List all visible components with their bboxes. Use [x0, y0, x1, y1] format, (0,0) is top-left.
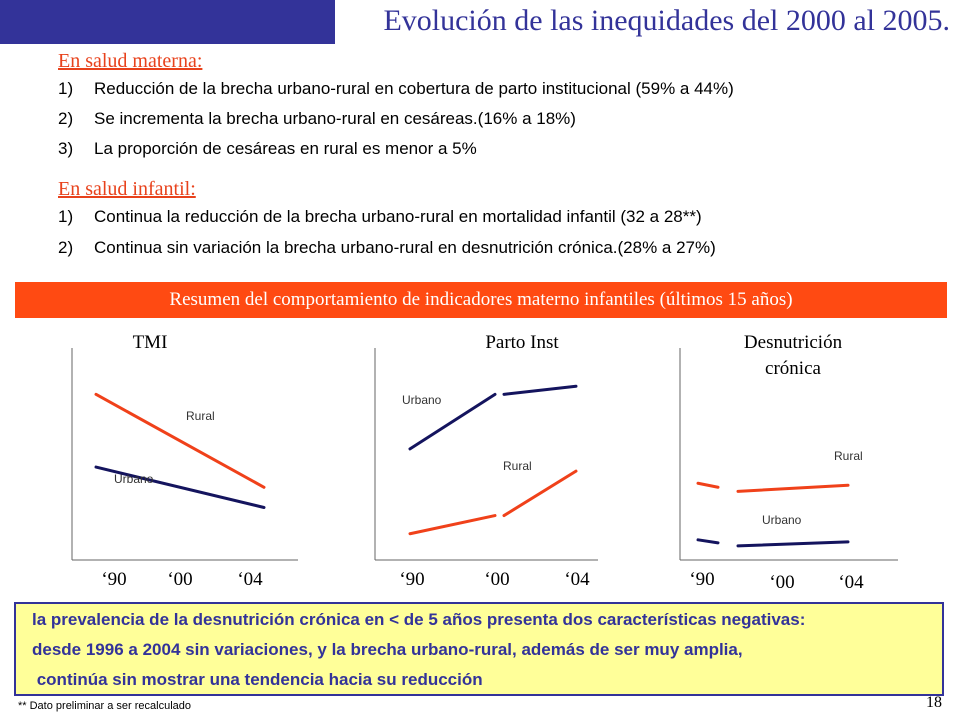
series-line-urbano	[502, 384, 578, 396]
note-line-2: desde 1996 a 2004 sin variaciones, y la …	[32, 640, 743, 659]
x-tick-label: ‘00	[484, 569, 509, 590]
series-label: Urbano	[114, 472, 154, 486]
x-tick-label: ‘04	[564, 569, 590, 590]
series-line-urbano	[736, 540, 850, 548]
charts-area: TMI ‘90 ‘00 ‘04 Rural Urbano Parto Inst ‘90 ‘00 ‘…	[71, 332, 898, 593]
item-number: 3)	[58, 139, 74, 158]
series-label: Rural	[834, 449, 863, 463]
item-number: 1)	[58, 79, 74, 98]
infant-item-2: 2) Continua sin variación la brecha urban…	[58, 238, 716, 258]
series-line-rural	[736, 483, 850, 493]
series-line-rural	[408, 514, 497, 536]
chart-title: crónica	[765, 358, 821, 379]
series-line-rural	[94, 392, 266, 489]
series-label: Urbano	[402, 393, 442, 407]
item-text: Continua la reducción de la brecha urban…	[94, 207, 702, 226]
x-tick-label: ‘90	[101, 569, 126, 590]
note-box: la prevalencia de la desnutrición crónic…	[14, 602, 944, 696]
item-text: Continua sin variación la brecha urbano-…	[94, 238, 716, 257]
chart-title: Parto Inst	[485, 332, 559, 353]
note-line-3: continúa sin mostrar una tendencia hacia…	[32, 670, 483, 689]
footnote: ** Dato preliminar a ser recalculado	[18, 700, 192, 712]
series-label: Urbano	[762, 513, 802, 527]
series-line-urbano	[94, 465, 266, 509]
series-line-urbano	[408, 392, 497, 451]
series-label: Rural	[503, 459, 532, 473]
maternal-item-2: 2) Se incrementa la brecha urbano-rural e…	[58, 109, 576, 129]
x-tick-label: ‘04	[237, 569, 263, 590]
series-line-urbano	[696, 538, 720, 545]
x-tick-label: ‘90	[399, 569, 424, 590]
chart-title: Desnutrición	[744, 332, 843, 353]
summary-banner: Resumen del comportamiento de indicadore…	[15, 282, 947, 318]
maternal-item-3: 3) La proporción de cesáreas en rural es …	[58, 139, 477, 159]
series-label: Rural	[186, 409, 215, 423]
x-tick-label: ‘00	[769, 572, 794, 593]
page-number: 18	[926, 694, 942, 711]
infant-item-1: 1) Continua la reducción de la brecha urb…	[58, 207, 702, 227]
title-accent-block	[0, 0, 335, 44]
item-number: 2)	[58, 109, 74, 128]
x-tick-label: ‘90	[689, 569, 714, 590]
item-text: La proporción de cesáreas en rural es me…	[94, 139, 477, 158]
x-tick-label: ‘04	[838, 572, 864, 593]
title-bar: Evolución de las inequidades del 2000 al…	[0, 0, 960, 44]
note-line-1: la prevalencia de la desnutrición crónic…	[32, 610, 806, 629]
chart-title: TMI	[133, 332, 168, 353]
item-text: Se incrementa la brecha urbano-rural en …	[94, 109, 576, 128]
slide-title: Evolución de las inequidades del 2000 al…	[383, 4, 950, 37]
x-tick-label: ‘00	[167, 569, 192, 590]
maternal-heading: En salud materna:	[58, 50, 203, 72]
item-number: 1)	[58, 207, 74, 226]
item-text: Reducción de la brecha urbano-rural en c…	[94, 79, 734, 98]
series-line-rural	[502, 469, 578, 518]
maternal-item-1: 1) Reducción de la brecha urbano-rural en…	[58, 79, 734, 99]
item-number: 2)	[58, 238, 74, 257]
series-line-rural	[696, 481, 720, 489]
infant-heading: En salud infantil:	[58, 178, 196, 200]
